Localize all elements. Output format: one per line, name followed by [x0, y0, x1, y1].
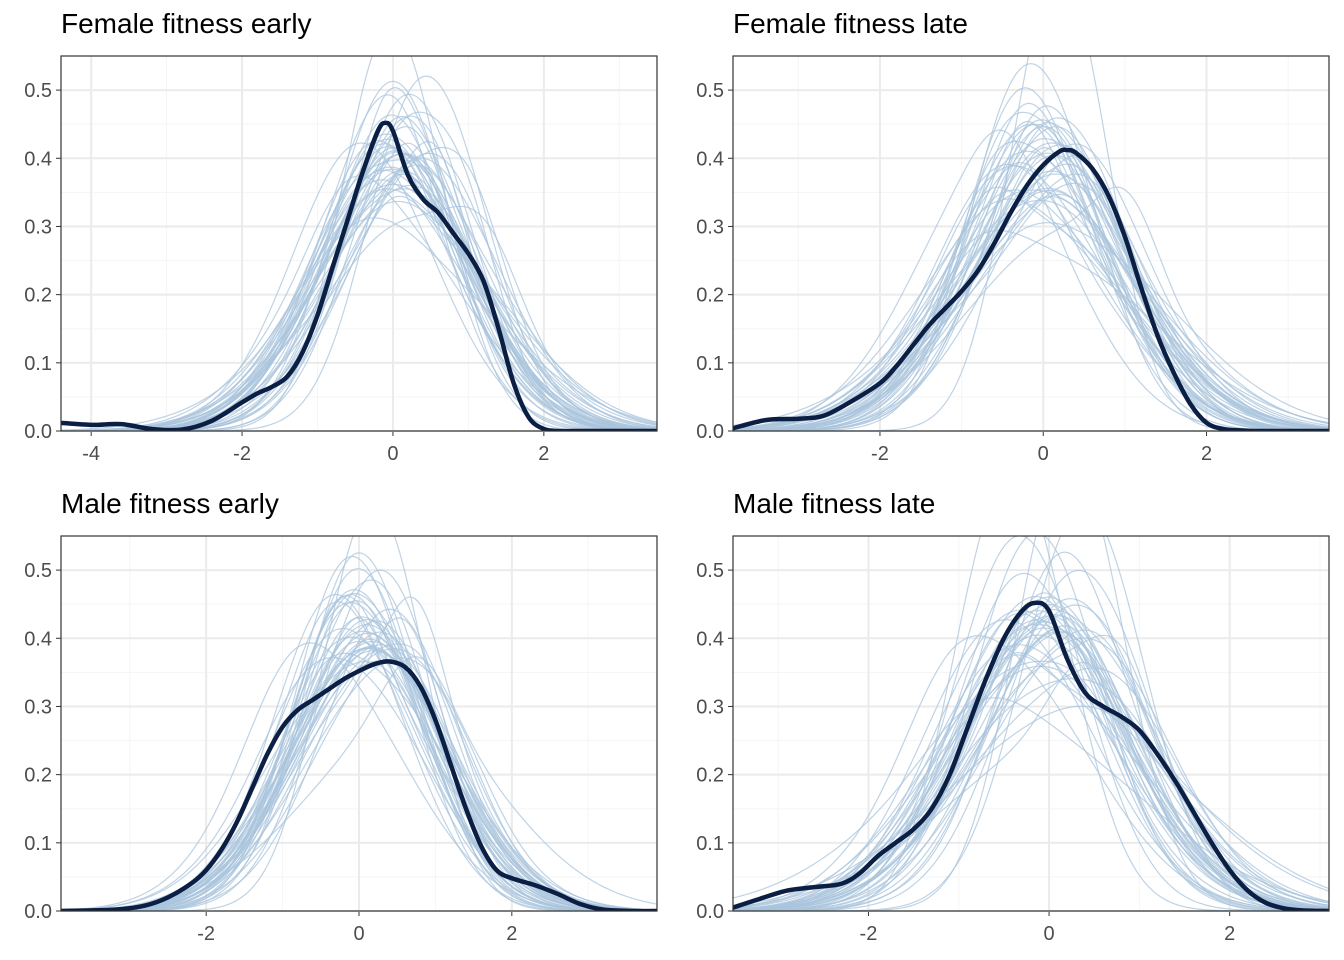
y-tick-label: 0.2 — [696, 765, 724, 787]
panel-title: Female fitness late — [733, 8, 968, 39]
y-tick-label: 0.5 — [24, 80, 52, 102]
y-tick-label: 0.1 — [24, 833, 52, 855]
plot-background — [733, 56, 1329, 431]
panel-title: Male fitness late — [733, 488, 935, 519]
x-tick-label: 0 — [387, 443, 398, 465]
panel-female-fitness-late: Female fitness late -2 0 2 0.0 0.1 0.2 0.3 0.4 0… — [696, 0, 1329, 465]
panel-female-fitness-early: Female fitness early -4 -2 0 2 0.0 0.1 0.2 0.3 0… — [24, 8, 657, 465]
x-tick-label: 0 — [1043, 923, 1054, 945]
y-tick-label: 0.4 — [696, 148, 724, 170]
panel-male-fitness-early: Male fitness early -2 0 2 0.0 0.1 0.2 0.3 0.4 0.… — [24, 488, 657, 945]
y-tick-label: 0.4 — [24, 148, 52, 170]
y-tick-label: 0.4 — [696, 628, 724, 650]
y-tick-label: 0.3 — [696, 216, 724, 238]
x-tick-label: -2 — [197, 923, 215, 945]
x-tick-label: -4 — [82, 443, 100, 465]
panel-title: Male fitness early — [61, 488, 279, 519]
y-tick-label: 0.1 — [24, 353, 52, 375]
y-tick-label: 0.0 — [696, 901, 724, 923]
panel-title: Female fitness early — [61, 8, 312, 39]
y-tick-label: 0.2 — [24, 765, 52, 787]
y-tick-label: 0.5 — [24, 560, 52, 582]
x-tick-label: 2 — [1201, 443, 1212, 465]
x-tick-label: 0 — [1038, 443, 1049, 465]
y-tick-label: 0.5 — [696, 560, 724, 582]
x-tick-label: 2 — [538, 443, 549, 465]
y-tick-label: 0.3 — [24, 216, 52, 238]
y-tick-label: 0.3 — [696, 696, 724, 718]
x-tick-label: 2 — [506, 923, 517, 945]
y-tick-label: 0.0 — [24, 901, 52, 923]
y-tick-label: 0.0 — [696, 421, 724, 443]
x-tick-label: 0 — [353, 923, 364, 945]
panel-male-fitness-late: Male fitness late -2 0 2 0.0 0.1 0.2 0.3 0.4 0.5 — [696, 454, 1329, 945]
y-tick-label: 0.4 — [24, 628, 52, 650]
y-tick-label: 0.1 — [696, 353, 724, 375]
y-tick-label: 0.2 — [24, 285, 52, 307]
y-tick-label: 0.1 — [696, 833, 724, 855]
y-tick-label: 0.3 — [24, 696, 52, 718]
y-tick-label: 0.5 — [696, 80, 724, 102]
x-tick-label: 2 — [1224, 923, 1235, 945]
x-tick-label: -2 — [233, 443, 251, 465]
x-tick-label: -2 — [871, 443, 889, 465]
y-tick-label: 0.2 — [696, 285, 724, 307]
y-tick-label: 0.0 — [24, 421, 52, 443]
x-tick-label: -2 — [860, 923, 878, 945]
